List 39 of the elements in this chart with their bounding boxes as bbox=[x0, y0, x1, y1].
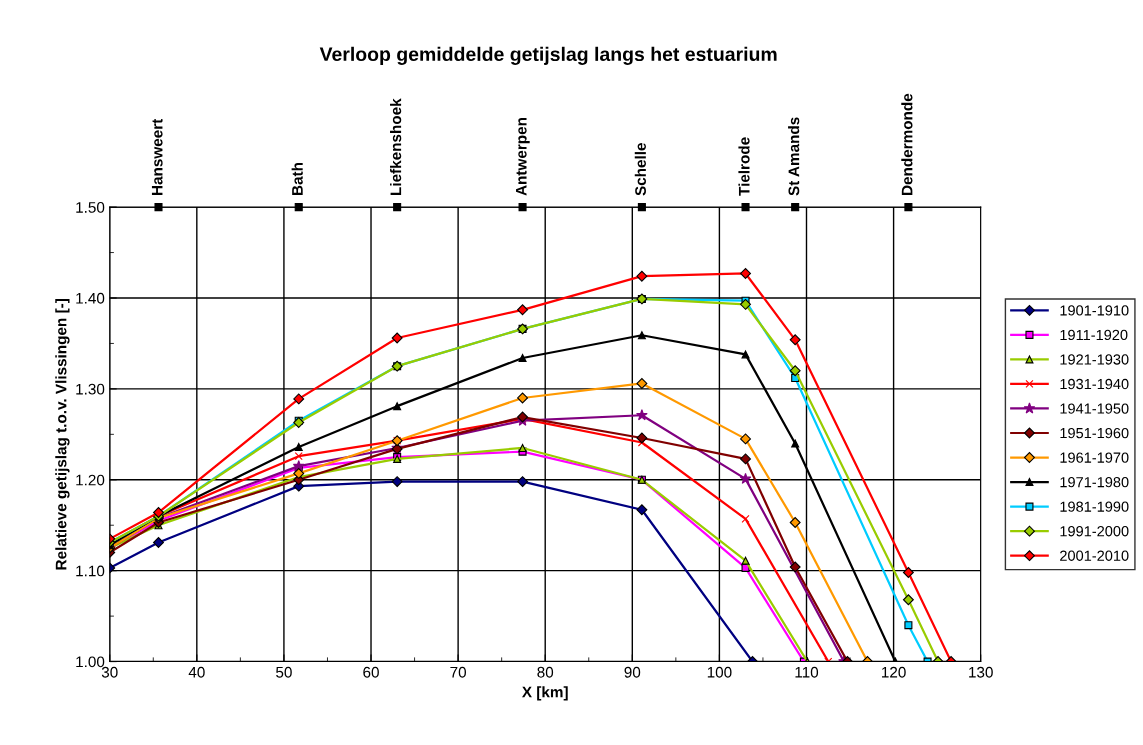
y-tick-label: 1.30 bbox=[76, 383, 105, 395]
x-tick-label: 50 bbox=[276, 666, 292, 678]
x-tick-label: 110 bbox=[795, 666, 819, 678]
data-label: Liefkenshoek bbox=[390, 98, 402, 195]
x-tick-label: 120 bbox=[882, 666, 906, 678]
x-tick-label: 60 bbox=[363, 666, 379, 678]
data-label: Antwerpen bbox=[516, 118, 530, 196]
data-label: Dendermonde bbox=[901, 93, 913, 195]
x-tick-label: 30 bbox=[101, 666, 118, 678]
legend-label: 1901-1910 bbox=[1060, 305, 1129, 316]
y-tick-label: 1.00 bbox=[76, 656, 105, 668]
data-label: Schelle bbox=[634, 143, 646, 196]
data-label: Tielrode bbox=[738, 137, 750, 196]
y-axis-title: Relatieve getijslag t.o.v. Vlissingen [-] bbox=[55, 299, 70, 570]
x-tick-label: 90 bbox=[624, 666, 641, 678]
legend-label: 1941-1950 bbox=[1060, 403, 1129, 414]
legend-label: 1991-2000 bbox=[1060, 526, 1129, 537]
legend-label: 1981-1990 bbox=[1060, 501, 1129, 512]
x-axis-title: X [km] bbox=[522, 686, 568, 701]
y-tick-label: 1.50 bbox=[76, 201, 105, 213]
data-label: Hansweert bbox=[151, 118, 163, 195]
x-tick-label: 70 bbox=[450, 666, 467, 678]
x-tick-label: 80 bbox=[537, 666, 554, 678]
legend-label: 1921-1930 bbox=[1060, 354, 1129, 365]
legend-label: 1961-1970 bbox=[1060, 452, 1129, 463]
legend-label: 1931-1940 bbox=[1060, 378, 1129, 390]
data-label: St Amands bbox=[788, 117, 800, 196]
legend-label: 1951-1960 bbox=[1060, 427, 1129, 439]
x-tick-label: 40 bbox=[188, 666, 205, 678]
x-tick-label: 100 bbox=[707, 666, 732, 678]
y-tick-label: 1.10 bbox=[76, 565, 105, 577]
chart-title: Verloop gemiddelde getijslag langs het estuarium bbox=[319, 46, 777, 65]
x-tick-label: 130 bbox=[969, 666, 993, 678]
data-label: Bath bbox=[291, 163, 303, 195]
legend-label: 1971-1980 bbox=[1060, 476, 1129, 488]
y-tick-label: 1.40 bbox=[76, 292, 105, 304]
legend-label: 2001-2010 bbox=[1060, 550, 1129, 561]
y-tick-label: 1.20 bbox=[76, 474, 105, 486]
legend-label: 1911-1920 bbox=[1060, 329, 1128, 341]
